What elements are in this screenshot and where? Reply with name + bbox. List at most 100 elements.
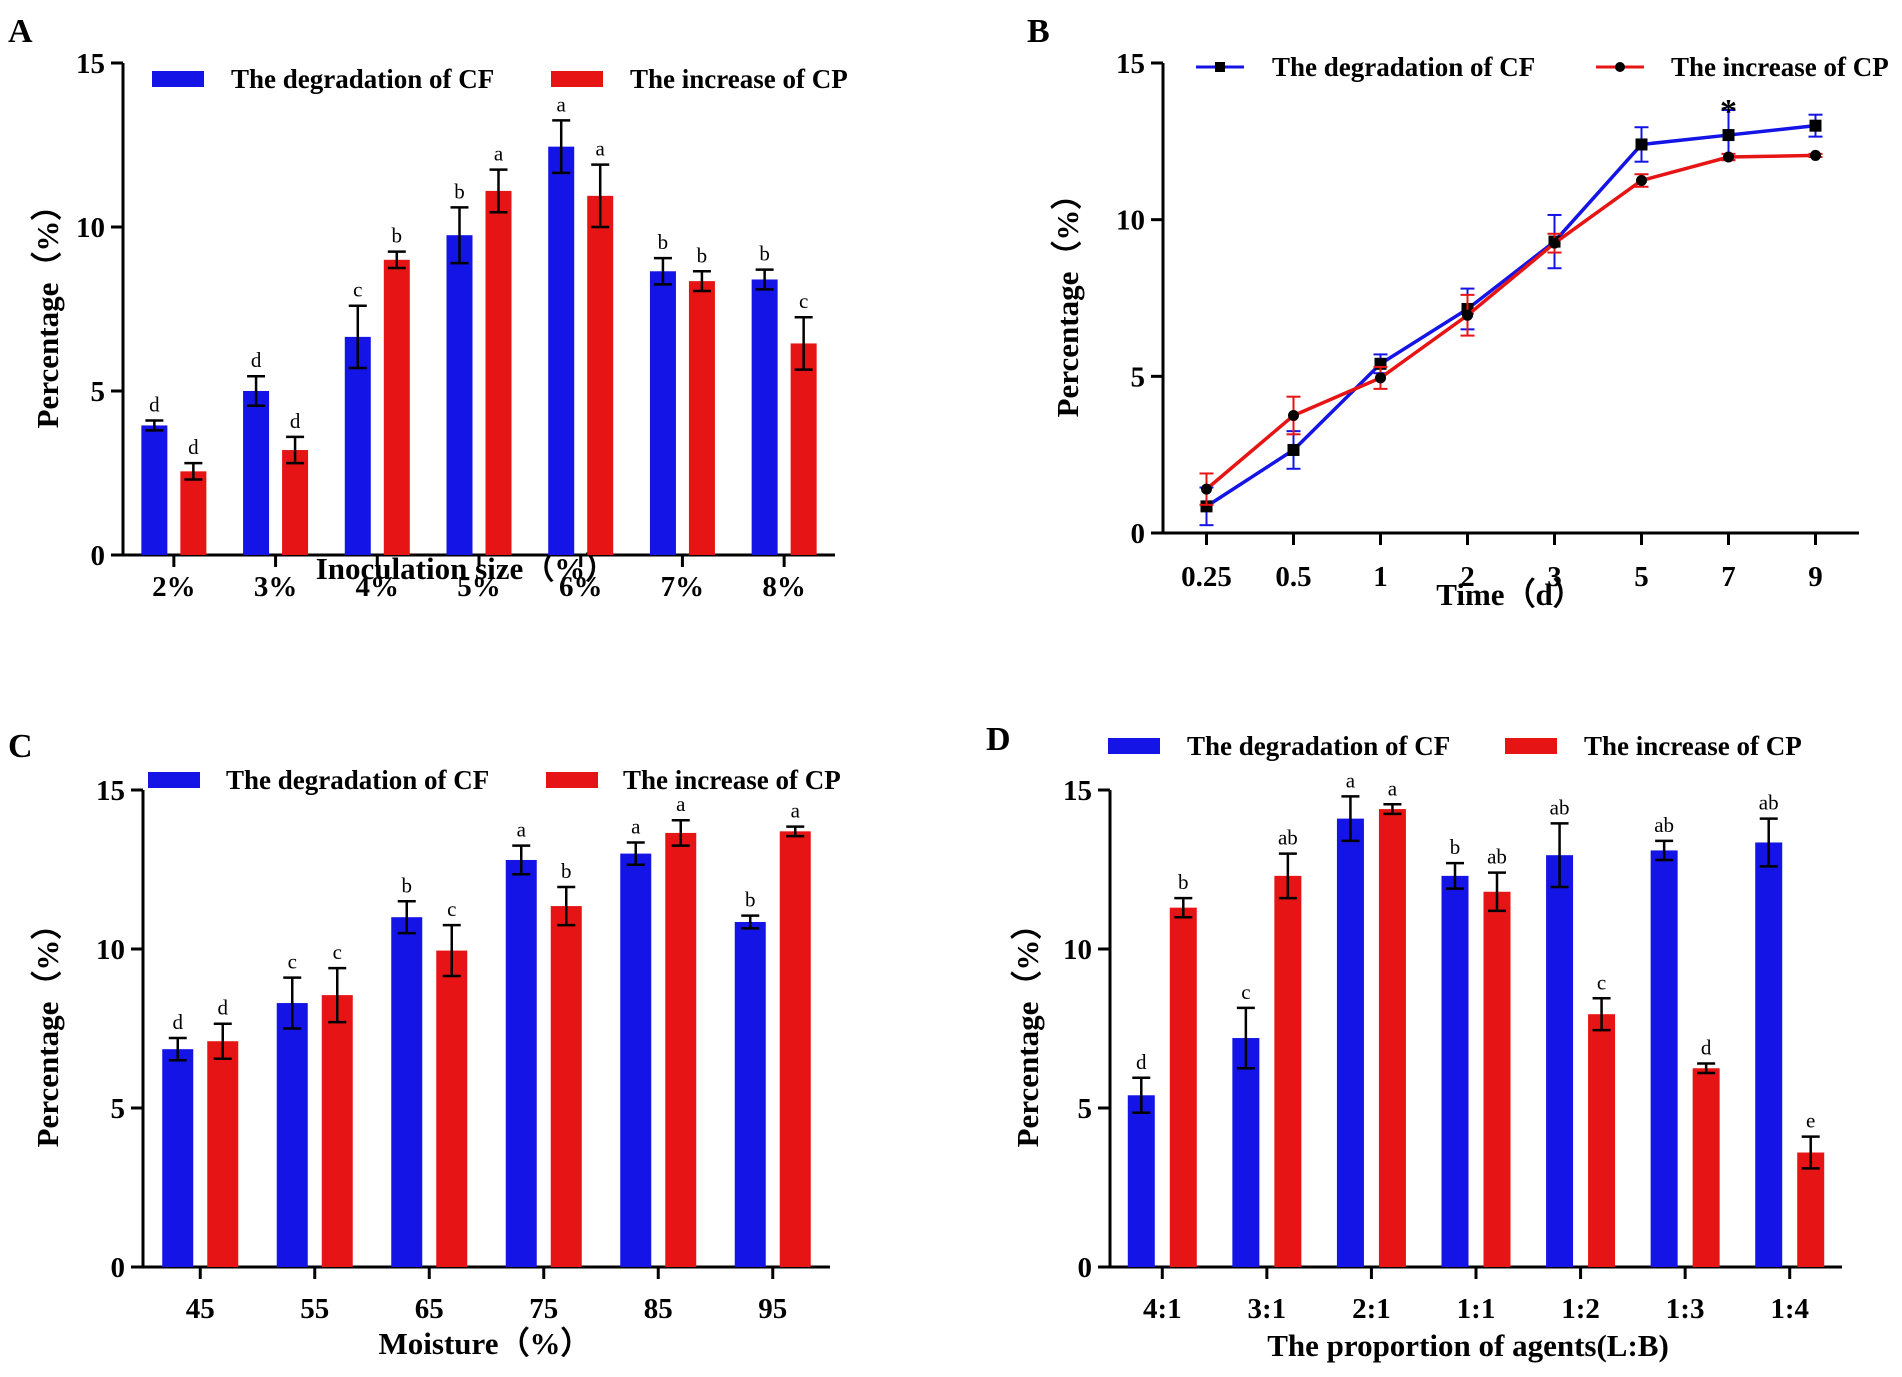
data-point <box>1288 410 1299 421</box>
significance-label: c <box>353 278 362 302</box>
bar <box>1650 850 1678 1267</box>
y-tick-label: 15 <box>96 775 125 807</box>
bar <box>550 906 582 1267</box>
significance-label: a <box>494 142 504 166</box>
bar <box>548 146 575 555</box>
bar <box>1232 1038 1260 1267</box>
y-tick-label: 0 <box>91 540 106 572</box>
bar <box>649 271 676 555</box>
legend-swatch <box>152 71 204 87</box>
legend-label: The degradation of CF <box>226 765 489 795</box>
legend-label: The degradation of CF <box>1187 731 1450 761</box>
bar <box>779 831 811 1267</box>
significance-label: b <box>392 224 403 248</box>
bar <box>1169 907 1197 1267</box>
y-axis-title: Percentage（%） <box>30 190 65 429</box>
x-tick-label: 7 <box>1721 561 1736 593</box>
x-tick-label: 45 <box>186 1293 215 1325</box>
x-tick-label: 5% <box>457 571 501 603</box>
series-cf: d d c b a b b <box>141 92 778 555</box>
x-tick-label: 4% <box>356 571 400 603</box>
significance-label: d <box>1701 1035 1712 1059</box>
y-tick-label: 10 <box>1063 934 1092 966</box>
significance-label: a <box>791 799 801 823</box>
panel-d: D 0 5 10 15 4:1 3:1 2:1 1:1 1:2 1:3 1:4 Percentage（%… <box>986 721 1842 1363</box>
x-tick-label: 0.5 <box>1275 561 1311 593</box>
significance-label: b <box>697 243 708 267</box>
x-axis-title: Inoculation size（%） <box>316 551 617 586</box>
bar <box>1588 1014 1616 1267</box>
data-point <box>1462 309 1473 321</box>
bar <box>1692 1068 1720 1267</box>
x-axis-title: Time（d） <box>1436 577 1584 612</box>
y-axis-title: Percentage（%） <box>1050 179 1085 418</box>
x-tick-label: 3 <box>1547 561 1562 593</box>
bar <box>436 950 468 1267</box>
significance-label: ab <box>1759 791 1779 815</box>
x-tick-label: 8% <box>762 571 806 603</box>
significance-label: b <box>658 230 669 254</box>
legend-marker <box>1615 62 1625 72</box>
data-point <box>1809 119 1822 132</box>
bar <box>446 235 473 555</box>
significance-label: a <box>1388 776 1398 800</box>
bar <box>665 832 697 1267</box>
panel-b: B 0 5 10 15 0.25 0.5 1 2 3 5 7 9 Percentage（%） Time（d）… <box>1027 13 1889 612</box>
bar <box>505 859 537 1267</box>
significance-label: d <box>290 409 301 433</box>
bar <box>751 279 778 555</box>
bar <box>734 921 766 1267</box>
data-point <box>1200 500 1213 513</box>
x-tick-label: 4:1 <box>1143 1293 1182 1325</box>
series-cf <box>1199 109 1823 527</box>
bar <box>790 343 817 555</box>
panel-c: C 0 5 10 15 45 55 65 75 85 95 Percentage（%） Moisture… <box>8 728 841 1361</box>
data-point <box>1722 129 1735 142</box>
y-tick-label: 10 <box>76 212 105 244</box>
significance-label: c <box>1241 980 1250 1004</box>
x-tick-label: 5 <box>1634 561 1649 593</box>
x-tick-label: 1:4 <box>1770 1293 1809 1325</box>
significance-label: b <box>561 859 572 883</box>
legend-label: The increase of CP <box>1671 52 1889 82</box>
bar <box>243 391 270 555</box>
data-point <box>1636 175 1647 186</box>
x-tick-label: 2 <box>1460 561 1475 593</box>
bar <box>1546 855 1574 1267</box>
significance-label: c <box>333 940 342 964</box>
significance-star: * <box>1720 93 1737 130</box>
x-tick-label: 0.25 <box>1181 561 1232 593</box>
significance-label: ab <box>1654 813 1674 837</box>
panel-a: A 0 5 10 15 2% 3% 4% 5% 6% 7% 8% Percentage（%） Inocul… <box>8 13 848 603</box>
data-point <box>1635 138 1648 151</box>
y-tick-label: 5 <box>91 376 106 408</box>
data-point <box>1549 237 1560 249</box>
bar <box>276 1003 308 1267</box>
series-cp: d c c b a a <box>207 792 811 1267</box>
x-tick-label: 1:3 <box>1666 1293 1705 1325</box>
panel-letter: B <box>1027 13 1050 50</box>
data-point <box>1810 149 1821 161</box>
x-tick-label: 1:1 <box>1457 1293 1496 1325</box>
x-axis-title: The proportion of agents(L:B) <box>1267 1328 1669 1363</box>
data-point <box>1375 372 1386 384</box>
x-tick-label: 2% <box>152 571 196 603</box>
bar <box>1336 818 1364 1267</box>
significance-label: c <box>288 950 297 974</box>
series-line <box>1205 153 1816 491</box>
bar <box>344 336 371 555</box>
bar <box>207 1041 239 1267</box>
bar <box>1483 891 1511 1267</box>
x-tick-label: 1:2 <box>1561 1293 1600 1325</box>
series-cp: d d b a a b c <box>180 137 817 556</box>
y-tick-label: 10 <box>96 934 125 966</box>
legend-label: The increase of CP <box>623 765 841 795</box>
y-tick-label: 0 <box>1078 1252 1093 1284</box>
series-line <box>1205 123 1816 508</box>
y-tick-label: 15 <box>76 48 105 80</box>
significance-label: a <box>676 792 686 816</box>
bar <box>383 259 410 555</box>
significance-label: a <box>596 137 606 161</box>
data-point <box>1287 443 1300 456</box>
